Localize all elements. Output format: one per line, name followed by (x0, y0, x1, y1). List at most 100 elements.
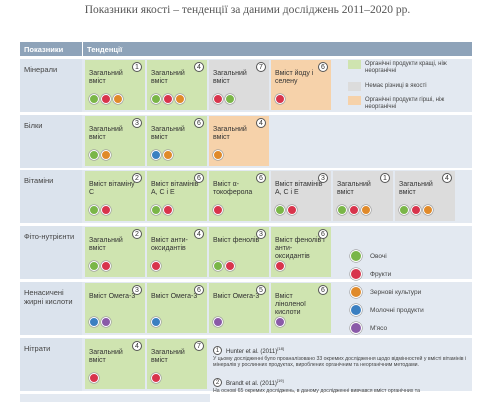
trend-cell: Загальний вміст 7 (147, 339, 207, 389)
product-legend-text: Молочні продукти (370, 307, 424, 314)
row-label: Мінерали (20, 57, 82, 112)
reference-number: 1 (132, 62, 142, 72)
product-icon (89, 205, 99, 215)
row-label: Нітрати (20, 336, 82, 391)
product-icon (151, 261, 161, 271)
cell-text: Вміст α-токоферола (213, 181, 253, 196)
product-icon (113, 94, 123, 104)
reference-number: 2 (132, 229, 142, 239)
footnote-author: Brandt et al. (2011)[19] (226, 378, 284, 387)
row-background (20, 392, 210, 402)
reference-number: 6 (194, 285, 204, 295)
trend-cell: Вміст Омега-3 6 (147, 283, 207, 333)
footnote-text: На основі 65 окремих досліджень, в даном… (213, 388, 420, 394)
product-icon (213, 261, 223, 271)
product-icon (411, 205, 421, 215)
product-legend-text: М'ясо (370, 325, 388, 332)
product-icon (101, 150, 111, 160)
trend-cell: Загальний вміст 4 (147, 60, 207, 110)
reference-number: 7 (256, 62, 266, 72)
cell-text: Вміст вітамінів А, С і Е (275, 181, 323, 196)
footnote-author-text: Brandt et al. (2011) (226, 381, 277, 387)
reference-number: 4 (194, 62, 204, 72)
product-icon (101, 261, 111, 271)
product-icon (175, 94, 185, 104)
cell-text: Загальний вміст (151, 349, 185, 364)
legend-swatch (348, 82, 361, 91)
row-label: Вітаміни (20, 168, 82, 223)
cell-text: Вміст анти-оксидантів (151, 237, 188, 252)
footnote-ref: 2 (213, 378, 222, 387)
product-icon (213, 150, 223, 160)
product-icon (101, 205, 111, 215)
trend-cell: Загальний вміст 6 (147, 116, 207, 166)
product-icon (361, 205, 371, 215)
product-legend-icon (350, 304, 362, 316)
product-icon (89, 150, 99, 160)
legend-text: Органічні продукти гірші, ніж неорганічн… (365, 97, 445, 110)
legend-text: Органічні продукти кращі, ніж неорганічн… (365, 61, 447, 74)
product-icon (225, 261, 235, 271)
reference-number: 6 (256, 173, 266, 183)
cell-text: Вміст йоду і селену (275, 70, 314, 85)
reference-number: 6 (194, 118, 204, 128)
cell-text: Загальний вміст (213, 70, 247, 85)
product-icon (275, 317, 285, 327)
product-icon (151, 373, 161, 383)
cell-text: Вміст вітамінів А, С і Е (151, 181, 199, 196)
cell-text: Загальний вміст (89, 237, 123, 252)
product-icon (151, 150, 161, 160)
trend-cell: Загальний вміст 4 (85, 339, 145, 389)
legend-swatch (348, 96, 361, 105)
footnote-ref: 1 (213, 346, 222, 355)
cell-text: Загальний вміст (89, 70, 123, 85)
reference-number: 2 (132, 173, 142, 183)
header-trends: Тенденції (82, 42, 472, 56)
trend-cell: Загальний вміст 4 (209, 116, 269, 166)
trend-cell: Загальний вміст 1 (333, 171, 393, 221)
product-legend-icon (350, 268, 362, 280)
product-icon (151, 205, 161, 215)
product-icon (275, 94, 285, 104)
trend-cell: Вміст Омега-3 5 (209, 283, 269, 333)
row-label: Білки (20, 113, 82, 168)
legend-swatch (348, 60, 361, 69)
cell-text: Вміст фенолів (213, 237, 260, 244)
reference-number: 6 (318, 62, 328, 72)
product-icon (337, 205, 347, 215)
trend-cell: Загальний вміст 2 (85, 227, 145, 277)
cell-text: Загальний вміст (213, 126, 247, 141)
product-icon (349, 205, 359, 215)
reference-number: 4 (132, 341, 142, 351)
row-label: Ненасичені жирні кислоти (20, 280, 82, 335)
product-legend-icon (350, 286, 362, 298)
product-icon (89, 317, 99, 327)
cell-text: Вміст Омега-3 (89, 293, 136, 300)
cell-text: Вміст Омега-3 (213, 293, 260, 300)
product-icon (89, 94, 99, 104)
cell-text: Загальний вміст (89, 126, 123, 141)
reference-number: 4 (442, 173, 452, 183)
product-icon (101, 94, 111, 104)
reference-number: 6 (318, 285, 328, 295)
trend-cell: Вміст фенолів і анти-оксидантів 6 (271, 227, 331, 277)
product-icon (213, 205, 223, 215)
reference-number: 4 (194, 229, 204, 239)
cell-text: Загальний вміст (337, 181, 371, 196)
trend-cell: Вміст ліноленої кислоти 6 (271, 283, 331, 333)
product-icon (275, 205, 285, 215)
trend-cell: Вміст фенолів 3 (209, 227, 269, 277)
product-icon (151, 94, 161, 104)
trend-cell: Вміст α-токоферола 6 (209, 171, 269, 221)
product-icon (423, 205, 433, 215)
trend-cell: Вміст Омега-3 3 (85, 283, 145, 333)
product-icon (89, 261, 99, 271)
product-legend-icon (350, 250, 362, 262)
trend-cell: Загальний вміст 7 (209, 60, 269, 110)
cell-text: Вміст ліноленої кислоти (275, 293, 306, 316)
trend-cell: Загальний вміст 1 (85, 60, 145, 110)
product-icon (89, 373, 99, 383)
